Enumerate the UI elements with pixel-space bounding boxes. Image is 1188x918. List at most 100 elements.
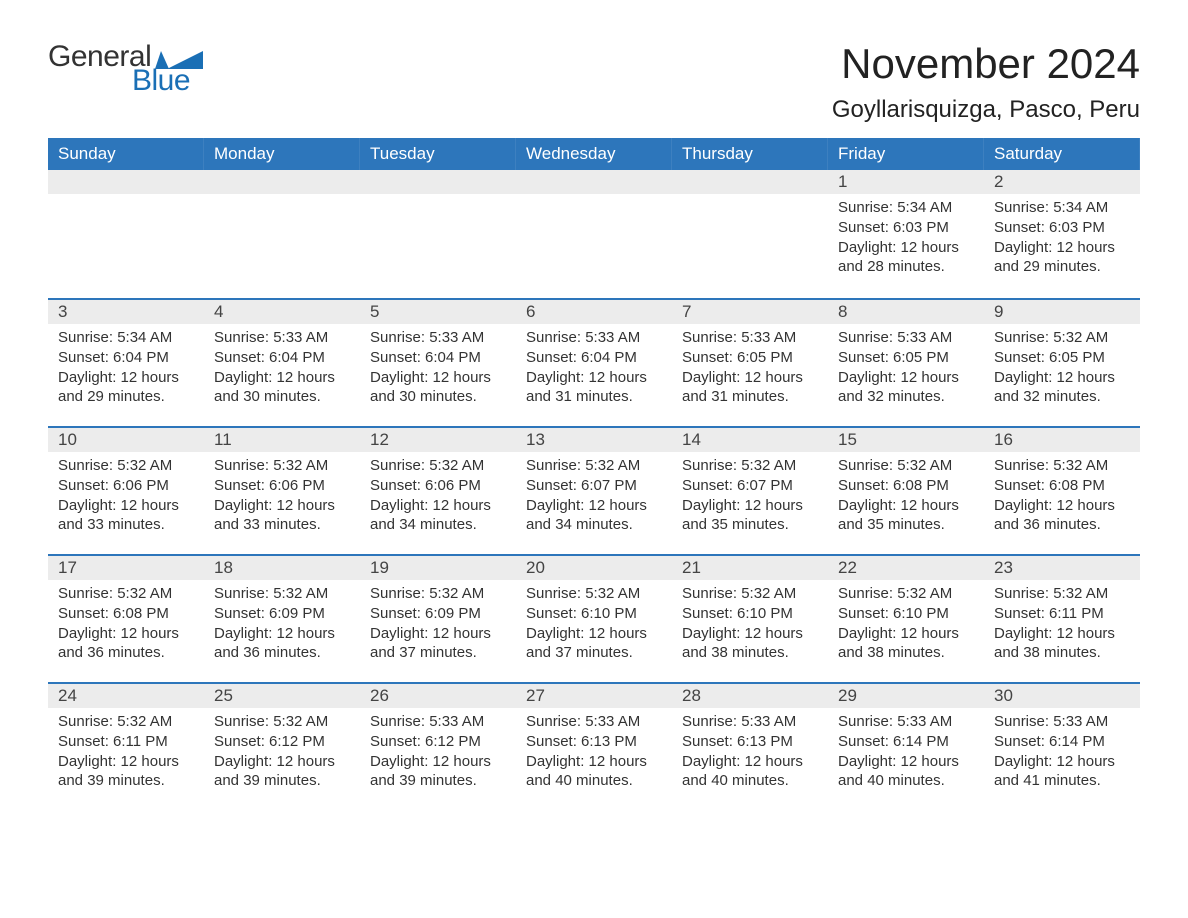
- calendar-cell: 1 Sunrise: 5:34 AMSunset: 6:03 PMDaylight…: [828, 170, 984, 298]
- day-number: 22: [828, 556, 984, 580]
- sunrise-text: Sunrise: 5:32 AM: [682, 456, 818, 476]
- calendar-cell: 21Sunrise: 5:32 AMSunset: 6:10 PMDayligh…: [672, 556, 828, 682]
- day-header: Wednesday: [516, 138, 672, 170]
- day-number: 30: [984, 684, 1140, 708]
- day-number: 3: [48, 300, 204, 324]
- sunrise-text: Sunrise: 5:33 AM: [370, 328, 506, 348]
- day-number: 6: [516, 300, 672, 324]
- sunset-text: Sunset: 6:04 PM: [58, 348, 194, 368]
- calendar-cell: [360, 170, 516, 298]
- calendar-cell: 14Sunrise: 5:32 AMSunset: 6:07 PMDayligh…: [672, 428, 828, 554]
- daylight-text: Daylight: 12 hours and 30 minutes.: [370, 368, 506, 408]
- day-header: Sunday: [48, 138, 204, 170]
- sunrise-text: Sunrise: 5:32 AM: [214, 584, 350, 604]
- sunset-text: Sunset: 6:06 PM: [370, 476, 506, 496]
- sunset-text: Sunset: 6:05 PM: [682, 348, 818, 368]
- calendar-cell: 3 Sunrise: 5:34 AMSunset: 6:04 PMDaylight…: [48, 300, 204, 426]
- calendar-week: 24Sunrise: 5:32 AMSunset: 6:11 PMDayligh…: [48, 682, 1140, 810]
- sunrise-text: Sunrise: 5:33 AM: [526, 712, 662, 732]
- day-number: 12: [360, 428, 516, 452]
- day-number: 27: [516, 684, 672, 708]
- day-details: Sunrise: 5:32 AMSunset: 6:07 PMDaylight:…: [516, 456, 672, 535]
- daylight-text: Daylight: 12 hours and 37 minutes.: [370, 624, 506, 664]
- daylight-text: Daylight: 12 hours and 28 minutes.: [838, 238, 974, 278]
- sunrise-text: Sunrise: 5:32 AM: [682, 584, 818, 604]
- daylight-text: Daylight: 12 hours and 36 minutes.: [994, 496, 1130, 536]
- sunset-text: Sunset: 6:10 PM: [526, 604, 662, 624]
- day-details: Sunrise: 5:32 AMSunset: 6:06 PMDaylight:…: [204, 456, 360, 535]
- daylight-text: Daylight: 12 hours and 32 minutes.: [994, 368, 1130, 408]
- sunrise-text: Sunrise: 5:33 AM: [370, 712, 506, 732]
- sunrise-text: Sunrise: 5:33 AM: [994, 712, 1130, 732]
- day-details: Sunrise: 5:32 AMSunset: 6:12 PMDaylight:…: [204, 712, 360, 791]
- sunrise-text: Sunrise: 5:33 AM: [838, 712, 974, 732]
- day-number: 15: [828, 428, 984, 452]
- calendar-cell: 18Sunrise: 5:32 AMSunset: 6:09 PMDayligh…: [204, 556, 360, 682]
- calendar-cell: 19 Sunrise: 5:32 AMSunset: 6:09 PMDayligh…: [360, 556, 516, 682]
- daylight-text: Daylight: 12 hours and 29 minutes.: [994, 238, 1130, 278]
- sunset-text: Sunset: 6:12 PM: [214, 732, 350, 752]
- day-number: 28: [672, 684, 828, 708]
- day-details: Sunrise: 5:32 AMSunset: 6:05 PMDaylight:…: [984, 328, 1140, 407]
- day-number: 19: [360, 556, 516, 580]
- calendar-cell: 5 Sunrise: 5:33 AMSunset: 6:04 PMDaylight…: [360, 300, 516, 426]
- day-number: 20: [516, 556, 672, 580]
- daylight-text: Daylight: 12 hours and 35 minutes.: [838, 496, 974, 536]
- title-block: November 2024 Goyllarisquizga, Pasco, Pe…: [832, 40, 1140, 124]
- sunrise-text: Sunrise: 5:33 AM: [838, 328, 974, 348]
- day-details: Sunrise: 5:32 AMSunset: 6:08 PMDaylight:…: [828, 456, 984, 535]
- day-details: Sunrise: 5:34 AMSunset: 6:03 PMDaylight:…: [828, 198, 984, 277]
- sunset-text: Sunset: 6:13 PM: [682, 732, 818, 752]
- day-details: Sunrise: 5:32 AMSunset: 6:07 PMDaylight:…: [672, 456, 828, 535]
- sunrise-text: Sunrise: 5:32 AM: [838, 584, 974, 604]
- sunset-text: Sunset: 6:09 PM: [370, 604, 506, 624]
- sunset-text: Sunset: 6:14 PM: [838, 732, 974, 752]
- day-details: Sunrise: 5:33 AMSunset: 6:14 PMDaylight:…: [828, 712, 984, 791]
- calendar-week: 17Sunrise: 5:32 AMSunset: 6:08 PMDayligh…: [48, 554, 1140, 682]
- day-number: 1: [828, 170, 984, 194]
- daylight-text: Daylight: 12 hours and 38 minutes.: [838, 624, 974, 664]
- daylight-text: Daylight: 12 hours and 36 minutes.: [214, 624, 350, 664]
- day-number: 5: [360, 300, 516, 324]
- day-details: Sunrise: 5:33 AMSunset: 6:04 PMDaylight:…: [360, 328, 516, 407]
- empty-day-bar: [516, 170, 672, 194]
- day-number: 17: [48, 556, 204, 580]
- day-number: 26: [360, 684, 516, 708]
- day-number: 13: [516, 428, 672, 452]
- daylight-text: Daylight: 12 hours and 39 minutes.: [58, 752, 194, 792]
- day-details: Sunrise: 5:34 AMSunset: 6:04 PMDaylight:…: [48, 328, 204, 407]
- day-details: Sunrise: 5:33 AMSunset: 6:05 PMDaylight:…: [828, 328, 984, 407]
- sunrise-text: Sunrise: 5:33 AM: [526, 328, 662, 348]
- day-number: 2: [984, 170, 1140, 194]
- sunset-text: Sunset: 6:06 PM: [214, 476, 350, 496]
- sunset-text: Sunset: 6:13 PM: [526, 732, 662, 752]
- day-details: Sunrise: 5:32 AMSunset: 6:06 PMDaylight:…: [48, 456, 204, 535]
- calendar-cell: [516, 170, 672, 298]
- logo: General Blue: [48, 40, 203, 98]
- header: General Blue November 2024 Goyllarisquiz…: [48, 40, 1140, 124]
- calendar-cell: 16Sunrise: 5:32 AMSunset: 6:08 PMDayligh…: [984, 428, 1140, 554]
- day-details: Sunrise: 5:33 AMSunset: 6:12 PMDaylight:…: [360, 712, 516, 791]
- day-details: Sunrise: 5:32 AMSunset: 6:09 PMDaylight:…: [360, 584, 516, 663]
- day-details: Sunrise: 5:32 AMSunset: 6:08 PMDaylight:…: [984, 456, 1140, 535]
- sunrise-text: Sunrise: 5:32 AM: [526, 456, 662, 476]
- sunset-text: Sunset: 6:07 PM: [526, 476, 662, 496]
- day-header-row: Sunday Monday Tuesday Wednesday Thursday…: [48, 138, 1140, 170]
- sunrise-text: Sunrise: 5:32 AM: [370, 456, 506, 476]
- day-number: 25: [204, 684, 360, 708]
- daylight-text: Daylight: 12 hours and 32 minutes.: [838, 368, 974, 408]
- sunrise-text: Sunrise: 5:34 AM: [838, 198, 974, 218]
- calendar-cell: 13 Sunrise: 5:32 AMSunset: 6:07 PMDayligh…: [516, 428, 672, 554]
- day-number: 21: [672, 556, 828, 580]
- sunset-text: Sunset: 6:04 PM: [526, 348, 662, 368]
- calendar-cell: 28Sunrise: 5:33 AMSunset: 6:13 PMDayligh…: [672, 684, 828, 810]
- month-title: November 2024: [832, 40, 1140, 88]
- sunset-text: Sunset: 6:10 PM: [838, 604, 974, 624]
- daylight-text: Daylight: 12 hours and 37 minutes.: [526, 624, 662, 664]
- calendar-cell: 2Sunrise: 5:34 AMSunset: 6:03 PMDaylight…: [984, 170, 1140, 298]
- sunrise-text: Sunrise: 5:32 AM: [214, 712, 350, 732]
- daylight-text: Daylight: 12 hours and 41 minutes.: [994, 752, 1130, 792]
- daylight-text: Daylight: 12 hours and 34 minutes.: [370, 496, 506, 536]
- daylight-text: Daylight: 12 hours and 38 minutes.: [682, 624, 818, 664]
- calendar-cell: 29Sunrise: 5:33 AMSunset: 6:14 PMDayligh…: [828, 684, 984, 810]
